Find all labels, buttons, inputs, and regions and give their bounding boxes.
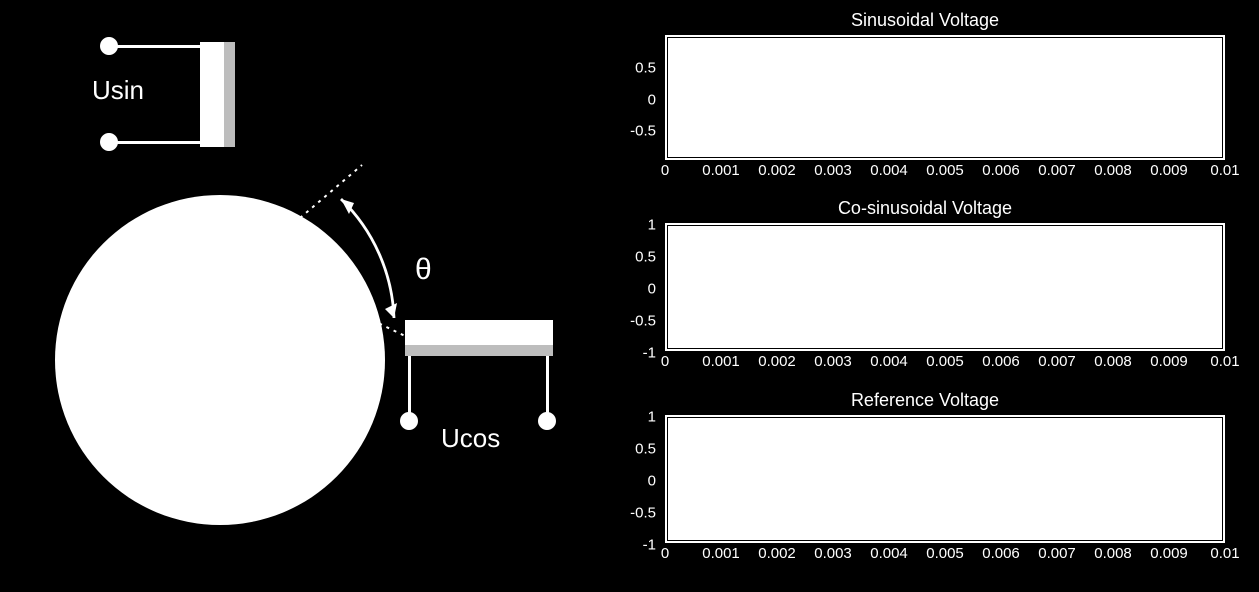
xtick-label: 0.002 xyxy=(758,162,796,179)
xtick-label: 0 xyxy=(661,545,669,562)
xtick-label: 0.001 xyxy=(702,162,740,179)
ytick-label: 0.5 xyxy=(616,249,656,266)
xtick-label: 0 xyxy=(661,353,669,370)
xtick-label: 0.009 xyxy=(1150,353,1188,370)
ucos-label: Ucos xyxy=(441,423,500,454)
xtick-label: 0.003 xyxy=(814,162,852,179)
xtick-label: 0.004 xyxy=(870,162,908,179)
xtick-label: 0.004 xyxy=(870,353,908,370)
ytick-label: -0.5 xyxy=(616,313,656,330)
xtick-row-ref: 00.0010.0020.0030.0040.0050.0060.0070.00… xyxy=(665,543,1225,565)
xtick-row-sin: 00.0010.0020.0030.0040.0050.0060.0070.00… xyxy=(665,160,1225,182)
xtick-label: 0.009 xyxy=(1150,545,1188,562)
xtick-label: 0.004 xyxy=(870,545,908,562)
xtick-label: 0.006 xyxy=(982,545,1020,562)
ytick-label: 1 xyxy=(616,217,656,234)
ytick-label: 0 xyxy=(616,91,656,108)
plot-area-sin: -0.500.5 xyxy=(665,35,1225,160)
ytick-label: 0 xyxy=(616,473,656,490)
ytick-label: 0 xyxy=(616,281,656,298)
resolver-diagram: Usin θ Ucos xyxy=(0,0,590,592)
ytick-label: -0.5 xyxy=(616,505,656,522)
ytick-label: 0.5 xyxy=(616,441,656,458)
chart-cos: Co-sinusoidal Voltage-1-0.500.5100.0010.… xyxy=(615,198,1235,373)
ucos-coil-block xyxy=(405,320,553,356)
xtick-label: 0.005 xyxy=(926,353,964,370)
ytick-label: -0.5 xyxy=(616,122,656,139)
xtick-label: 0 xyxy=(661,162,669,179)
ytick-label: -1 xyxy=(616,345,656,362)
xtick-label: 0.01 xyxy=(1210,162,1239,179)
xtick-label: 0.002 xyxy=(758,545,796,562)
xtick-label: 0.005 xyxy=(926,545,964,562)
theta-label: θ xyxy=(415,253,432,287)
ytick-label: 1 xyxy=(616,409,656,426)
xtick-label: 0.006 xyxy=(982,353,1020,370)
xtick-label: 0.006 xyxy=(982,162,1020,179)
xtick-label: 0.008 xyxy=(1094,162,1132,179)
ucos-terminal-right xyxy=(538,412,556,430)
xtick-label: 0.008 xyxy=(1094,545,1132,562)
plot-area-ref: -1-0.500.51 xyxy=(665,415,1225,543)
xtick-row-cos: 00.0010.0020.0030.0040.0050.0060.0070.00… xyxy=(665,351,1225,373)
plot-area-cos: -1-0.500.51 xyxy=(665,223,1225,351)
charts-panel: Sinusoidal Voltage-0.500.500.0010.0020.0… xyxy=(595,0,1255,592)
chart-sin: Sinusoidal Voltage-0.500.500.0010.0020.0… xyxy=(615,10,1235,182)
ucos-lead-right xyxy=(546,356,549,416)
chart-title-cos: Co-sinusoidal Voltage xyxy=(615,198,1235,219)
xtick-label: 0.01 xyxy=(1210,545,1239,562)
xtick-label: 0.005 xyxy=(926,162,964,179)
xtick-label: 0.007 xyxy=(1038,353,1076,370)
xtick-label: 0.003 xyxy=(814,353,852,370)
xtick-label: 0.007 xyxy=(1038,162,1076,179)
theta-arc xyxy=(0,0,590,592)
ucos-lead-left xyxy=(408,356,411,416)
chart-title-ref: Reference Voltage xyxy=(615,390,1235,411)
xtick-label: 0.009 xyxy=(1150,162,1188,179)
xtick-label: 0.003 xyxy=(814,545,852,562)
xtick-label: 0.001 xyxy=(702,353,740,370)
ytick-label: 0.5 xyxy=(616,60,656,77)
xtick-label: 0.01 xyxy=(1210,353,1239,370)
xtick-label: 0.001 xyxy=(702,545,740,562)
xtick-label: 0.008 xyxy=(1094,353,1132,370)
ucos-terminal-left xyxy=(400,412,418,430)
xtick-label: 0.007 xyxy=(1038,545,1076,562)
chart-title-sin: Sinusoidal Voltage xyxy=(615,10,1235,31)
ytick-label: -1 xyxy=(616,537,656,554)
xtick-label: 0.002 xyxy=(758,353,796,370)
chart-ref: Reference Voltage-1-0.500.5100.0010.0020… xyxy=(615,390,1235,565)
